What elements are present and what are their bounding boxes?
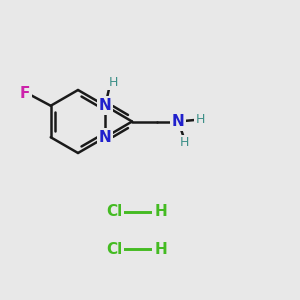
Text: F: F <box>20 86 30 101</box>
Text: H: H <box>109 76 118 89</box>
Text: N: N <box>99 98 112 113</box>
Text: H: H <box>154 204 167 219</box>
Text: H: H <box>196 112 205 126</box>
Text: Cl: Cl <box>106 242 122 256</box>
Text: H: H <box>154 242 167 256</box>
Text: N: N <box>99 130 112 145</box>
Text: H: H <box>180 136 189 149</box>
Text: Cl: Cl <box>106 204 122 219</box>
Text: N: N <box>172 114 184 129</box>
